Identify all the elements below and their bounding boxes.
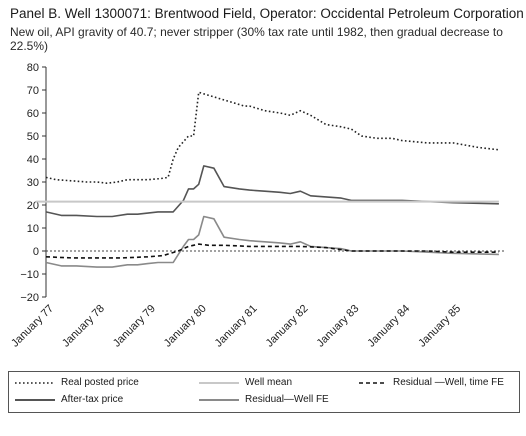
x-tick-label: January 84 <box>365 303 412 350</box>
y-tick-label: 80 <box>27 62 39 74</box>
x-tick-label: January 82 <box>264 303 311 350</box>
chart-subtitle: New oil, API gravity of 40.7; never stri… <box>10 25 503 53</box>
x-tick-label: January 81 <box>213 303 260 350</box>
y-tick-label: 70 <box>27 85 39 97</box>
x-tick-label: January 80 <box>162 303 209 350</box>
legend-swatch-dashed <box>359 381 387 384</box>
y-tick-label: 20 <box>27 200 39 212</box>
legend-item-real-posted-price: Real posted price <box>15 377 139 388</box>
x-tick-label: January 78 <box>60 303 107 350</box>
y-tick-label: 30 <box>27 177 39 189</box>
series-line-residual-well-fe <box>45 215 499 268</box>
y-tick-label: −10 <box>20 269 39 281</box>
y-tick-label: −20 <box>20 292 39 304</box>
legend-swatch-solid-gray <box>199 398 239 401</box>
legend-label: After-tax price <box>61 394 124 405</box>
legend-label: Residual —Well, time FE <box>393 377 504 388</box>
legend-swatch-light <box>199 381 239 384</box>
legend-item-well-mean: Well mean <box>199 377 292 388</box>
y-tick-label: 40 <box>27 154 39 166</box>
series-line-after-tax-price <box>45 165 499 218</box>
legend-label: Real posted price <box>61 377 139 388</box>
y-tick-label: 10 <box>27 223 39 235</box>
series-line-real-posted-price <box>45 91 499 184</box>
series-line-residual-well-time-fe <box>45 243 499 259</box>
legend-item-residual-well-fe: Residual—Well FE <box>199 394 329 405</box>
legend-item-residual-well-time-fe: Residual —Well, time FE <box>359 377 504 388</box>
legend-item-after-tax-price: After-tax price <box>15 394 123 405</box>
legend-label: Residual—Well FE <box>245 394 329 405</box>
legend-swatch-solid-dark <box>15 398 55 401</box>
legend: Real posted price Well mean Residual —We… <box>8 371 520 413</box>
legend-label: Well mean <box>245 377 293 388</box>
x-tick-label: January 83 <box>314 303 361 350</box>
legend-swatch-dotted <box>15 381 55 384</box>
x-tick-label: January 79 <box>111 303 158 350</box>
y-tick-label: 0 <box>33 246 39 258</box>
x-tick-label: January 77 <box>9 303 56 350</box>
x-tick-label: January 85 <box>416 303 463 350</box>
y-tick-label: 50 <box>27 131 39 143</box>
y-tick-label: 60 <box>27 108 39 120</box>
chart-title: Panel B. Well 1300071: Brentwood Field, … <box>10 6 524 21</box>
